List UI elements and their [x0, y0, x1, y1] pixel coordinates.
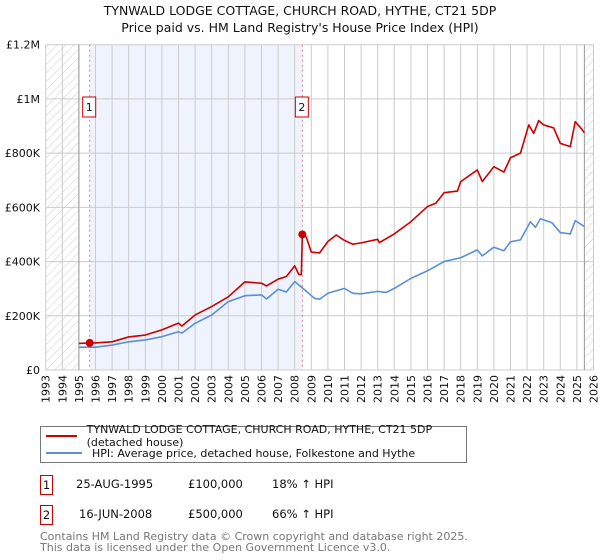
sale-point	[298, 230, 307, 239]
x-tick-label: 1998	[123, 375, 136, 403]
copyright-note: Contains HM Land Registry data © Crown c…	[40, 530, 468, 543]
y-tick-label: £1M	[17, 93, 41, 106]
price-chart: 1993 1994 1995 1996 1997 1998 1999 2000 2001 2002…	[5, 39, 600, 403]
hpi-change: 66% ↑ HPI	[272, 507, 334, 521]
x-tick-label: 2024	[554, 375, 567, 403]
hpi-change: 18% ↑ HPI	[272, 477, 334, 491]
x-tick-label: 2022	[521, 375, 534, 403]
x-tick-label: 1997	[106, 375, 119, 403]
sale-marker-box	[82, 96, 97, 118]
y-tick-label: £400K	[5, 256, 41, 269]
legend-label: HPI: Average price, detached house, Folk…	[92, 446, 416, 460]
x-tick-label: 2009	[305, 375, 318, 403]
y-tick-label: £0	[26, 364, 40, 377]
marker-badge: 1	[40, 475, 53, 495]
sale-price: £500,000	[188, 507, 243, 521]
marker-badge: 2	[40, 505, 53, 525]
sale-date: 25-AUG-1995	[76, 477, 154, 491]
x-tick-label: 2001	[173, 375, 186, 403]
y-tick-label: £1.2M	[6, 39, 40, 52]
x-tick-label: 2016	[422, 375, 435, 403]
x-tick-label: 2002	[189, 375, 202, 403]
red-line-swatch	[46, 435, 77, 437]
sale-point	[85, 338, 94, 347]
x-tick-label: 2014	[388, 375, 401, 403]
x-tick-label: 1999	[139, 375, 152, 403]
x-tick-label: 1994	[56, 375, 69, 403]
x-tick-label: 2000	[156, 375, 169, 403]
legend-item-hpi: HPI: Average price, detached house, Folk…	[46, 445, 415, 461]
blue-line-swatch	[46, 452, 82, 454]
x-tick-label: 2003	[206, 375, 219, 403]
y-tick-label: £200K	[5, 310, 41, 323]
x-tick-label: 2004	[222, 375, 235, 403]
legend-item-property: TYNWALD LODGE COTTAGE, CHURCH ROAD, HYTH…	[46, 423, 466, 449]
sale-marker-box	[294, 96, 309, 118]
y-tick-label: £800K	[5, 147, 41, 160]
x-tick-label: 2013	[372, 375, 385, 403]
x-tick-label: 2020	[488, 375, 501, 403]
x-tick-label: 1993	[40, 375, 53, 403]
x-tick-label: 2015	[405, 375, 418, 403]
x-tick-label: 2006	[256, 375, 269, 403]
sale-date: 16-JUN-2008	[79, 507, 153, 521]
x-tick-label: 2018	[455, 375, 468, 403]
x-tick-label: 2010	[322, 375, 335, 403]
x-tick-label: 1996	[90, 375, 103, 403]
x-tick-label: 2026	[588, 375, 600, 403]
x-tick-label: 1995	[73, 375, 86, 403]
sale-marker-label: 2	[298, 101, 305, 114]
x-tick-label: 2007	[272, 375, 285, 403]
sale-marker-label: 1	[86, 101, 93, 114]
sale-price: £100,000	[188, 477, 243, 491]
x-tick-label: 2025	[571, 375, 584, 403]
legend: TYNWALD LODGE COTTAGE, CHURCH ROAD, HYTH…	[40, 423, 467, 463]
y-tick-label: £600K	[5, 201, 41, 214]
x-tick-label: 2021	[505, 375, 518, 403]
price-paid-line	[78, 119, 586, 345]
licence-note: This data is licensed under the Open Gov…	[40, 541, 391, 554]
x-tick-label: 2017	[438, 375, 451, 403]
x-tick-label: 2012	[355, 375, 368, 403]
x-tick-label: 2008	[289, 375, 302, 403]
x-tick-label: 2023	[538, 375, 551, 403]
legend-label: TYNWALD LODGE COTTAGE, CHURCH ROAD, HYTH…	[86, 423, 433, 449]
x-tick-label: 2011	[339, 375, 352, 403]
chart-title: TYNWALD LODGE COTTAGE, CHURCH ROAD, HYTH…	[103, 3, 497, 18]
chart-subtitle: Price paid vs. HM Land Registry's House …	[121, 20, 479, 35]
x-tick-label: 2019	[471, 375, 484, 403]
hpi-line	[78, 217, 585, 349]
x-tick-label: 2005	[239, 375, 252, 403]
